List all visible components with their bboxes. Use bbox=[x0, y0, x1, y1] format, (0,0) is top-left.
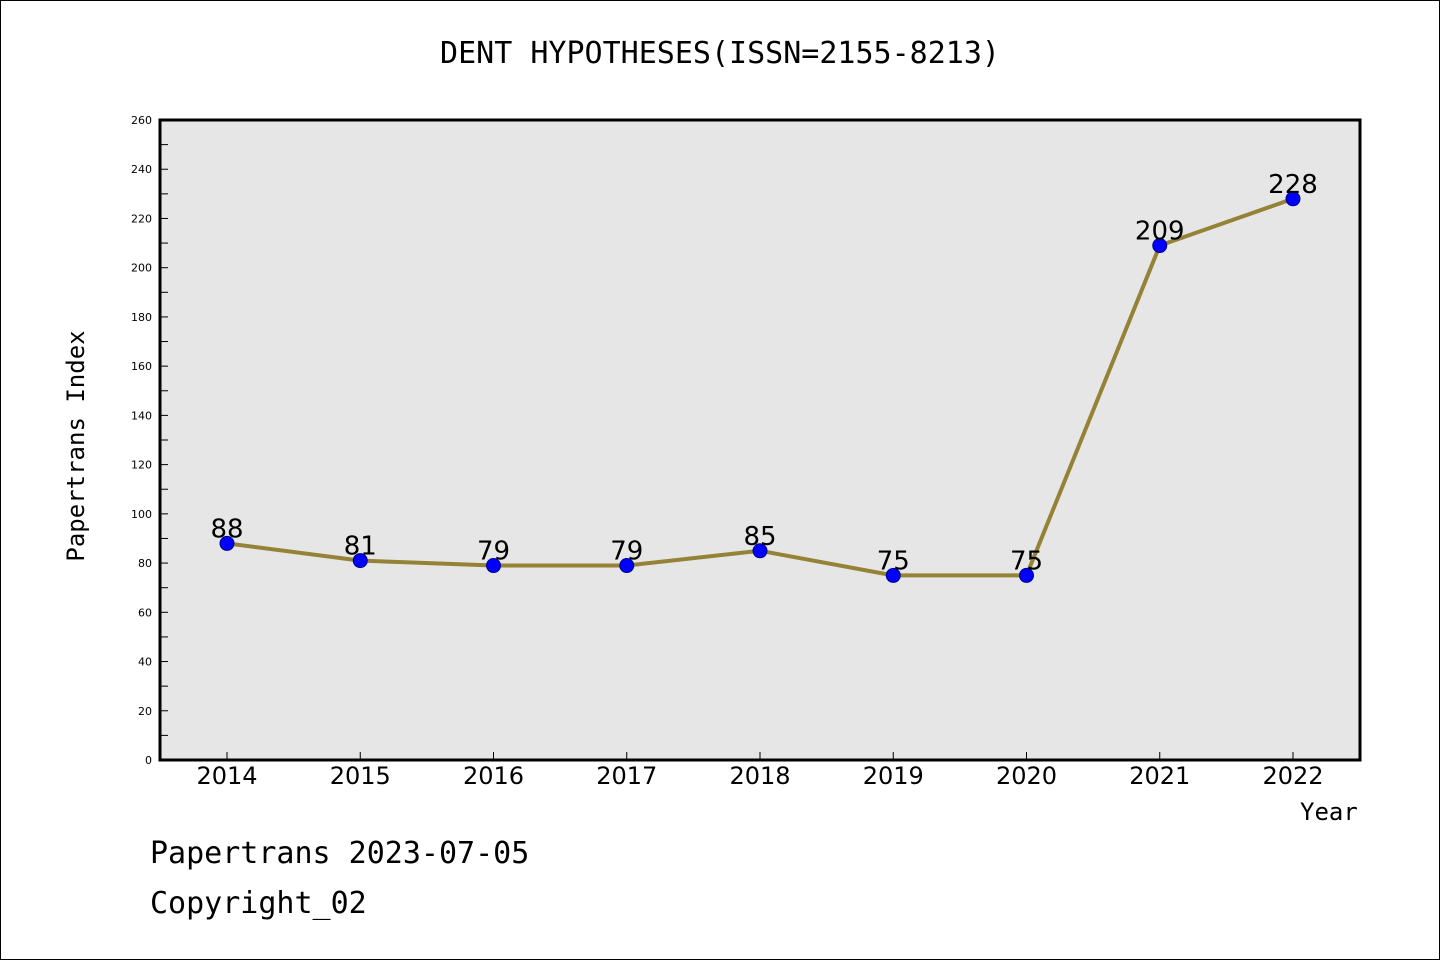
plot-area bbox=[160, 120, 1360, 760]
y-tick-label: 120 bbox=[131, 459, 152, 472]
y-tick-label: 200 bbox=[131, 262, 152, 275]
y-tick-label: 220 bbox=[131, 212, 152, 225]
x-tick-label: 2018 bbox=[729, 762, 790, 790]
x-tick-label: 2014 bbox=[196, 762, 257, 790]
y-tick-label: 20 bbox=[138, 705, 152, 718]
y-tick-label: 140 bbox=[131, 409, 152, 422]
x-tick-label: 2017 bbox=[596, 762, 657, 790]
x-tick-label: 2020 bbox=[996, 762, 1057, 790]
data-point bbox=[486, 558, 501, 574]
y-tick-label: 80 bbox=[138, 557, 152, 570]
data-point bbox=[1152, 238, 1168, 254]
data-point bbox=[1285, 191, 1301, 207]
y-tick-label: 180 bbox=[131, 311, 152, 324]
data-label: 79 bbox=[610, 537, 643, 567]
x-tick-label: 2015 bbox=[330, 762, 391, 790]
data-label: 75 bbox=[877, 546, 910, 576]
y-tick-label: 60 bbox=[138, 606, 152, 619]
x-tick-label: 2016 bbox=[463, 762, 524, 790]
data-point bbox=[619, 558, 635, 574]
data-point bbox=[752, 543, 768, 559]
y-tick-label: 260 bbox=[131, 114, 152, 127]
data-label: 75 bbox=[1010, 546, 1043, 576]
data-point bbox=[1019, 567, 1034, 583]
chart-title: DENT HYPOTHESES(ISSN=2155-8213) bbox=[440, 36, 1000, 71]
y-tick-label: 100 bbox=[131, 508, 152, 521]
data-point bbox=[885, 567, 901, 583]
plot-border bbox=[158, 118, 1362, 762]
data-label: 88 bbox=[210, 514, 243, 544]
footer-copyright: Copyright_02 bbox=[150, 886, 367, 921]
data-point bbox=[352, 553, 368, 569]
y-tick-label: 40 bbox=[138, 656, 152, 669]
x-tick-label: 2021 bbox=[1129, 762, 1190, 790]
y-tick-label: 0 bbox=[145, 754, 152, 767]
data-point bbox=[219, 535, 235, 551]
data-label: 79 bbox=[477, 537, 510, 567]
data-label: 209 bbox=[1135, 217, 1185, 247]
data-label: 81 bbox=[344, 532, 377, 562]
y-tick-label: 160 bbox=[131, 360, 152, 373]
y-tick-label: 240 bbox=[131, 163, 152, 176]
x-tick-label: 2022 bbox=[1262, 762, 1323, 790]
x-axis-label: Year bbox=[1300, 798, 1358, 826]
footer-date: Papertrans 2023-07-05 bbox=[150, 836, 530, 871]
data-label: 228 bbox=[1268, 170, 1318, 200]
data-label: 85 bbox=[743, 522, 776, 552]
x-tick-label: 2019 bbox=[863, 762, 924, 790]
